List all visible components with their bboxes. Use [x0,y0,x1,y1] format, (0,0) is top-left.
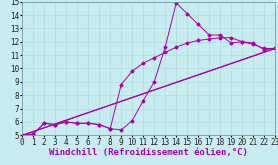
X-axis label: Windchill (Refroidissement éolien,°C): Windchill (Refroidissement éolien,°C) [49,148,248,157]
